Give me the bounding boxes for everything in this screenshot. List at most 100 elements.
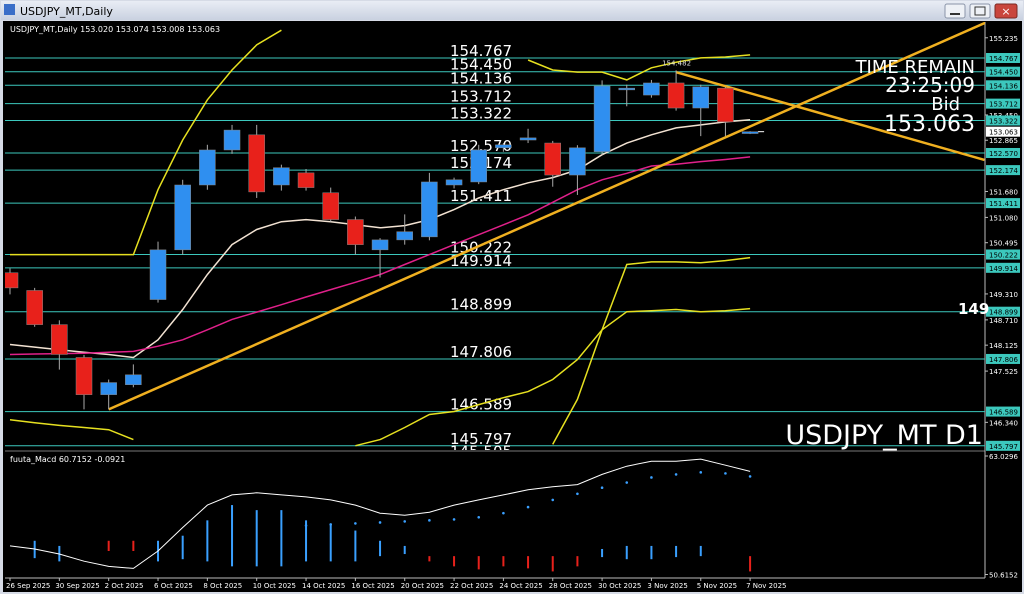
high-label: 154.482 [662, 59, 691, 67]
macd-signal-dot [378, 521, 382, 524]
y-tick-label: 147.525 [989, 368, 1018, 376]
trend-line [675, 70, 985, 162]
y-tick-label: 151.080 [989, 214, 1018, 222]
level-axis-box [986, 165, 1020, 176]
candle-body [371, 239, 389, 251]
level-label: 147.806 [450, 343, 512, 361]
candle-body [125, 374, 142, 385]
x-tick-label: 30 Oct 2025 [598, 582, 641, 590]
x-tick-label: 22 Oct 2025 [450, 582, 493, 590]
candle-body [421, 181, 438, 238]
y-tick-label: 149.310 [989, 291, 1018, 299]
level-label: 154.767 [450, 42, 512, 60]
candle-body [149, 249, 167, 300]
candle-body [445, 179, 463, 186]
macd-signal-dot [699, 471, 703, 474]
candle-body [643, 82, 660, 96]
x-tick-label: 8 Oct 2025 [203, 582, 242, 590]
level-axis-label: 154.450 [989, 69, 1018, 77]
level-label: 148.899 [450, 296, 512, 314]
level-label: 145.505 [450, 442, 512, 460]
indicator-line [9, 118, 751, 359]
level-label: 152.570 [450, 137, 512, 155]
macd-signal-dot [650, 476, 653, 479]
level-axis-box [986, 98, 1020, 109]
window-buttons: × [944, 3, 1018, 19]
level-axis-box [986, 147, 1020, 158]
bid-price: 153.063 [884, 112, 975, 137]
candle-body [544, 142, 561, 176]
candle-body [174, 184, 191, 251]
macd-line [9, 458, 751, 569]
macd-signal-dot [551, 498, 555, 502]
symbol-info: USDJPY_MT,Daily 153.020 153.074 153.008 … [10, 25, 220, 34]
restore-icon [974, 6, 986, 16]
macd-signal-dot [526, 505, 530, 509]
macd-signal-dot [502, 511, 505, 515]
x-tick-label: 5 Nov 2025 [697, 582, 737, 590]
indicator-line [9, 307, 751, 447]
y-tick-label: 146.340 [989, 419, 1018, 427]
level-axis-label: 153.712 [989, 101, 1018, 109]
level-axis-label: 150.222 [989, 252, 1018, 260]
axes: 155.235153.450152.865151.680151.080150.4… [6, 35, 1020, 590]
x-tick-label: 7 Nov 2025 [746, 582, 786, 590]
level-axis-box [986, 80, 1020, 91]
macd-signal-dot [724, 472, 727, 475]
level-label: 154.450 [450, 56, 512, 74]
candle-body [667, 82, 685, 109]
level-axis-label: 154.767 [989, 55, 1018, 63]
restore-button[interactable] [969, 3, 991, 19]
x-tick-label: 16 Oct 2025 [351, 582, 394, 590]
current-price-label: 153.063 [989, 129, 1018, 137]
candle-body [273, 167, 290, 186]
candle-body [470, 149, 487, 183]
x-tick-label: 14 Oct 2025 [302, 582, 345, 590]
level-axis-label: 146.589 [989, 409, 1018, 417]
x-tick-label: 6 Oct 2025 [154, 582, 193, 590]
level-label: 149.914 [450, 252, 512, 270]
candle-body [248, 134, 265, 193]
level-axis-label: 153.322 [989, 117, 1018, 125]
minimize-button[interactable] [944, 3, 966, 19]
indicator-line [552, 256, 751, 445]
candle-body [75, 357, 93, 395]
candle-body [51, 324, 68, 355]
x-tick-label: 30 Sep 2025 [55, 582, 99, 590]
macd-signal-dot [625, 481, 629, 484]
level-axis-box [986, 306, 1020, 317]
macd-panel [9, 458, 752, 572]
symbol-watermark: USDJPY_MT D1 [785, 420, 983, 451]
close-button[interactable] [994, 3, 1018, 19]
macd-signal-dot [304, 524, 308, 527]
close-icon: × [1001, 5, 1010, 18]
time-remain: 23:25:09 [885, 73, 975, 97]
candle-body [26, 290, 43, 325]
x-tick-label: 20 Oct 2025 [401, 582, 444, 590]
x-tick-label: 26 Sep 2025 [6, 582, 50, 590]
level-axis-box [986, 249, 1020, 260]
x-tick-label: 3 Nov 2025 [647, 582, 687, 590]
macd-signal-dot [674, 473, 678, 476]
macd-tick-label: 50.6152 [989, 572, 1018, 580]
candle-body [297, 172, 315, 188]
chart-background [3, 21, 1022, 592]
window-icon [4, 4, 15, 15]
level-axis-label: 152.570 [989, 150, 1018, 158]
candle-body [741, 131, 759, 134]
macd-signal-dot [452, 518, 456, 521]
level-axis-label: 149.914 [989, 265, 1018, 273]
macd-signal-dot [354, 522, 357, 525]
indicator-line [10, 29, 751, 256]
level-axis-label: 145.797 [989, 443, 1018, 451]
level-label: 153.322 [450, 104, 512, 122]
level-axis-box [986, 198, 1020, 209]
x-tick-label: 28 Oct 2025 [549, 582, 592, 590]
x-tick-label: 10 Oct 2025 [253, 582, 296, 590]
candle-body [569, 147, 586, 176]
level-axis-box [986, 262, 1020, 273]
window-title: USDJPY_MT,Daily [20, 5, 113, 18]
